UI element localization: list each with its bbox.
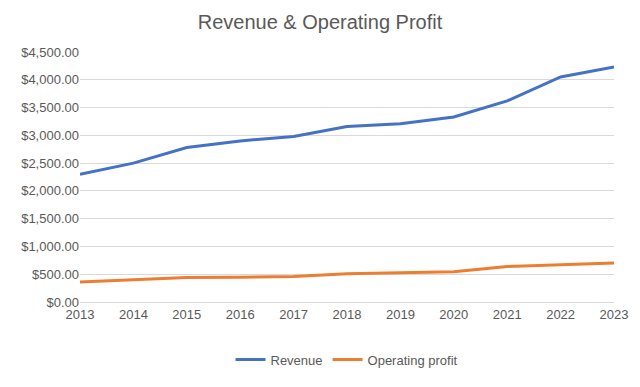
svg-text:$500.00: $500.00 xyxy=(32,267,79,282)
svg-text:2017: 2017 xyxy=(279,307,308,322)
svg-text:2016: 2016 xyxy=(226,307,255,322)
svg-text:2018: 2018 xyxy=(333,307,362,322)
svg-text:2022: 2022 xyxy=(546,307,575,322)
svg-text:$2,000.00: $2,000.00 xyxy=(21,183,79,198)
svg-text:2015: 2015 xyxy=(172,307,201,322)
svg-text:Revenue & Operating Profit: Revenue & Operating Profit xyxy=(198,11,443,33)
svg-text:2021: 2021 xyxy=(493,307,522,322)
svg-text:$4,000.00: $4,000.00 xyxy=(21,72,79,87)
svg-text:Operating profit: Operating profit xyxy=(368,353,458,368)
svg-text:$2,500.00: $2,500.00 xyxy=(21,156,79,171)
svg-text:$1,000.00: $1,000.00 xyxy=(21,239,79,254)
svg-text:2020: 2020 xyxy=(439,307,468,322)
svg-text:2023: 2023 xyxy=(600,307,629,322)
svg-text:$1,500.00: $1,500.00 xyxy=(21,211,79,226)
svg-text:$3,500.00: $3,500.00 xyxy=(21,100,79,115)
svg-text:$4,500.00: $4,500.00 xyxy=(21,45,79,60)
svg-text:$0.00: $0.00 xyxy=(46,295,79,310)
svg-text:2013: 2013 xyxy=(66,307,95,322)
svg-text:2014: 2014 xyxy=(119,307,148,322)
svg-text:Revenue: Revenue xyxy=(271,353,323,368)
svg-text:2019: 2019 xyxy=(386,307,415,322)
svg-text:$3,000.00: $3,000.00 xyxy=(21,128,79,143)
